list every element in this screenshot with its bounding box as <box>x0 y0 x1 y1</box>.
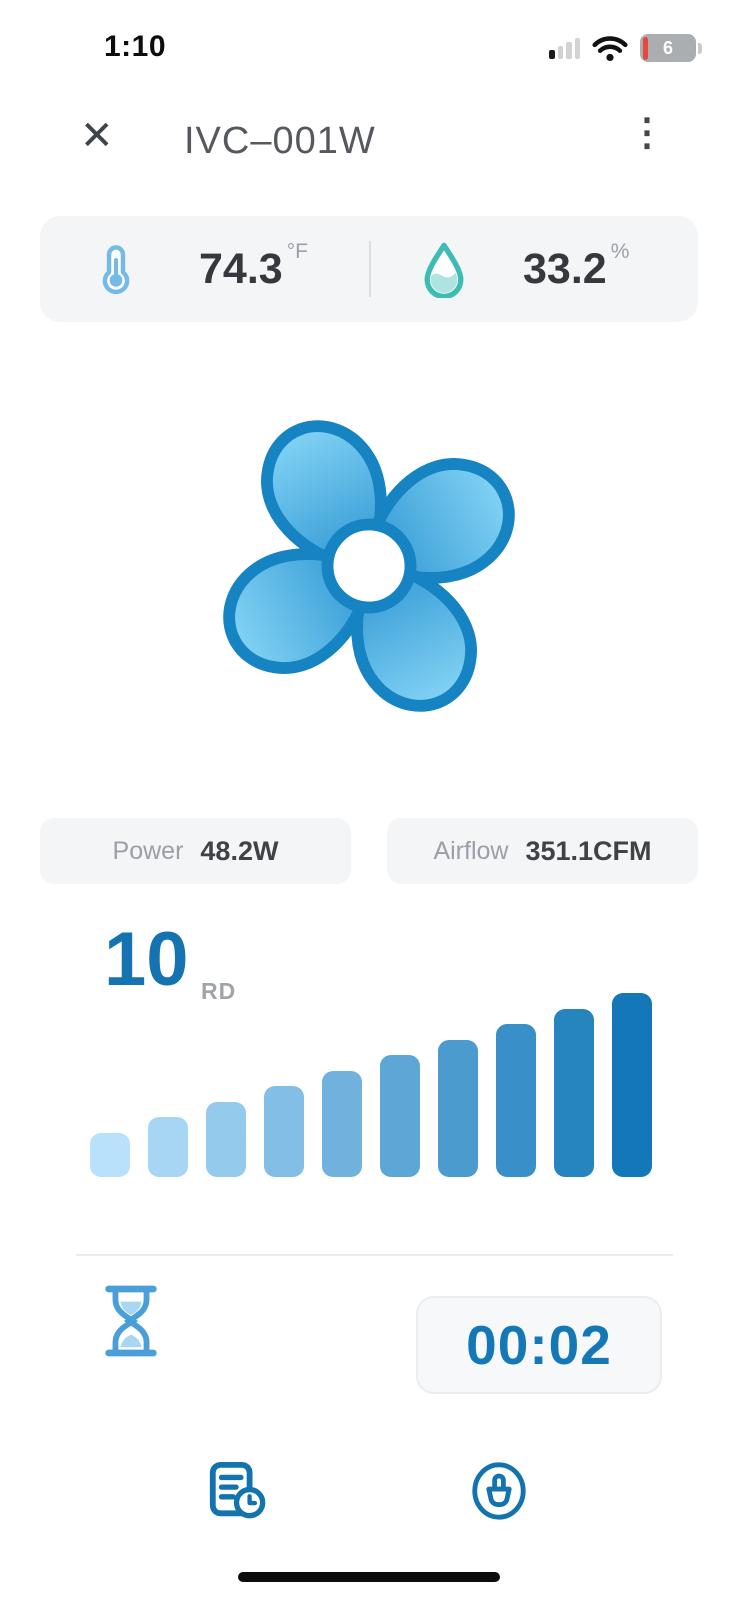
speed-bar-10[interactable] <box>612 993 652 1177</box>
speed-bar-6[interactable] <box>380 1055 420 1177</box>
battery-percent: 6 <box>662 37 673 58</box>
humidity-value: 33.2 <box>523 245 607 293</box>
speed-bar-8[interactable] <box>496 1024 536 1177</box>
fan-hub <box>321 518 417 614</box>
temperature-block: 74.3 °F <box>40 216 369 322</box>
page-title: IVC–001W <box>184 120 376 162</box>
schedule-button[interactable] <box>206 1460 268 1527</box>
document-clock-icon <box>209 1461 266 1519</box>
status-bar-icons: 6 <box>549 34 702 62</box>
temperature-value: 74.3 <box>199 245 283 293</box>
close-icon[interactable]: ✕ <box>80 114 114 158</box>
speed-bar-7[interactable] <box>438 1040 478 1177</box>
speed-value: 10 <box>104 917 189 1002</box>
speed-bar-5[interactable] <box>322 1071 362 1177</box>
battery-low-indicator <box>642 36 648 60</box>
speed-bar-2[interactable] <box>148 1117 188 1177</box>
humidity-drop-icon <box>424 242 464 298</box>
wifi-icon <box>592 36 628 62</box>
kebab-menu-icon[interactable]: ⋮ <box>628 112 666 154</box>
power-value: 48.2W <box>200 835 279 866</box>
battery-icon: 6 <box>640 34 702 62</box>
cellular-signal-icon <box>549 37 580 59</box>
hourglass-icon <box>98 1282 164 1365</box>
status-bar-time: 1:10 <box>104 30 167 63</box>
speed-bar-1[interactable] <box>90 1133 130 1177</box>
humidity-unit: % <box>610 240 630 263</box>
home-indicator[interactable] <box>238 1572 500 1582</box>
airflow-card: Airflow 351.1CFM <box>387 818 698 884</box>
thermometer-icon <box>102 245 130 295</box>
timer-display[interactable]: 00:02 <box>416 1296 662 1394</box>
humidity-block: 33.2 % <box>369 216 698 322</box>
section-divider <box>76 1254 673 1256</box>
fan-illustration <box>201 398 537 739</box>
speed-slider[interactable] <box>90 993 652 1177</box>
power-label: Power <box>112 836 184 865</box>
airflow-value: 351.1CFM <box>525 835 652 866</box>
speed-bar-4[interactable] <box>264 1086 304 1177</box>
manual-mode-button[interactable] <box>468 1460 530 1527</box>
touch-hand-icon <box>472 1462 526 1520</box>
power-card: Power 48.2W <box>40 818 351 884</box>
speed-bar-9[interactable] <box>554 1009 594 1177</box>
timer-value: 00:02 <box>466 1314 612 1376</box>
temperature-unit: °F <box>286 240 308 263</box>
stats-row: Power 48.2W Airflow 351.1CFM <box>40 818 698 884</box>
speed-bar-3[interactable] <box>206 1102 246 1177</box>
climate-divider <box>369 241 371 297</box>
speed-unit: RD <box>201 978 237 1004</box>
airflow-label: Airflow <box>433 836 509 865</box>
climate-card: 74.3 °F 33.2 % <box>40 216 698 322</box>
